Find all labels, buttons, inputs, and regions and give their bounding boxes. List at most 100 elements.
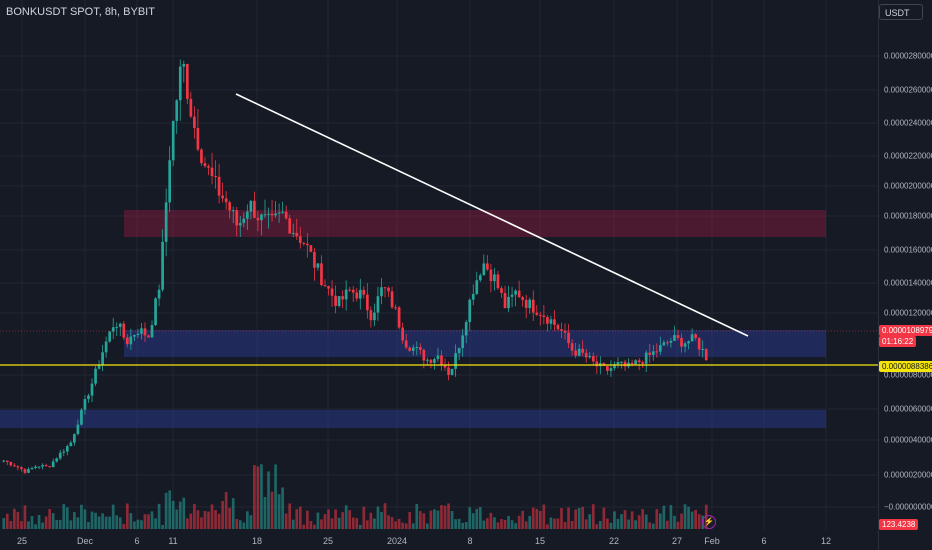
candle-body	[553, 319, 556, 325]
volume-bar	[253, 465, 256, 529]
volume-bar	[496, 522, 500, 529]
volume-bar	[231, 498, 235, 529]
volume-bar	[415, 504, 419, 529]
volume-bar	[524, 521, 528, 529]
candle-body	[23, 469, 27, 473]
volume-bar	[185, 518, 189, 529]
time-tick-label: 11	[168, 536, 178, 546]
candle-body	[634, 360, 637, 365]
volume-bar	[320, 519, 323, 529]
candle-body	[27, 469, 30, 473]
candle-body	[489, 269, 493, 282]
volume-bar	[355, 518, 359, 529]
time-tick-label: 2024	[386, 536, 408, 546]
volume-bar	[598, 521, 602, 529]
candle-body	[560, 329, 563, 331]
volume-bar	[651, 523, 655, 529]
candle-body	[461, 335, 465, 349]
candle-body	[613, 364, 616, 369]
volume-bar	[351, 517, 355, 529]
volume-bar	[48, 508, 51, 529]
volume-bar	[65, 507, 69, 529]
candle-body	[44, 465, 48, 467]
volume-bar	[274, 464, 277, 529]
volume-bar	[69, 520, 73, 529]
candle-body	[415, 346, 419, 348]
time-tick-label: 22	[608, 536, 620, 546]
candle-body	[500, 288, 503, 293]
support-zone[interactable]	[124, 330, 826, 357]
candle-body	[344, 289, 348, 300]
volume-bar	[178, 501, 182, 529]
candle-body	[51, 461, 55, 468]
volume-bar	[277, 494, 281, 529]
volume-bar	[58, 519, 62, 529]
price-tick-label: 0.0000120000	[884, 308, 932, 318]
volume-bar	[422, 513, 426, 529]
volume-bar	[193, 504, 196, 529]
candle-body	[175, 100, 179, 121]
candle-body	[521, 297, 525, 300]
price-tick-label: 0.0000140000	[884, 278, 932, 288]
volume-bar	[5, 513, 9, 529]
candle-body	[87, 395, 90, 400]
volume-bar	[443, 505, 447, 529]
volume-bar	[164, 492, 168, 529]
candle-body	[482, 263, 486, 276]
candle-body	[577, 348, 581, 356]
volume-bar	[16, 511, 20, 529]
volume-bar	[55, 519, 59, 529]
candle-body	[690, 334, 694, 342]
volume-bar	[133, 521, 136, 529]
volume-bar	[41, 522, 44, 529]
volume-bar	[373, 518, 376, 529]
volume-bar	[245, 511, 249, 529]
trendline[interactable]	[235, 93, 749, 337]
candle-body	[20, 467, 23, 470]
candle-body	[274, 213, 277, 216]
volume-bar	[380, 511, 383, 529]
candle-body	[542, 315, 546, 317]
candle-body	[623, 361, 627, 367]
volume-bar	[306, 510, 309, 529]
candle-body	[337, 296, 341, 306]
volume-bar	[256, 466, 260, 529]
time-tick-label: 6	[134, 536, 140, 546]
volume-bar	[659, 513, 662, 529]
candle-body	[111, 327, 115, 332]
volume-bar	[630, 511, 634, 529]
volume-bar	[136, 519, 140, 529]
volume-bar	[457, 518, 461, 529]
lower-zone[interactable]	[0, 410, 826, 428]
candle-body	[182, 63, 186, 67]
volume-bar	[673, 515, 676, 529]
volume-bar	[620, 514, 623, 529]
candle-body	[358, 289, 362, 299]
volume-bar	[623, 510, 627, 529]
candle-body	[118, 323, 122, 327]
candle-body	[30, 468, 34, 470]
chart-title: BONKUSDT SPOT, 8h, BYBIT	[6, 6, 155, 18]
candle-body	[676, 335, 680, 338]
volume-bar	[648, 522, 652, 529]
currency-button[interactable]: USDT	[879, 4, 923, 20]
volume-bar	[83, 509, 87, 529]
volume-bar	[535, 508, 539, 529]
volume-bar	[309, 520, 313, 529]
candle-body	[588, 356, 592, 358]
candle-body	[129, 336, 133, 345]
candle-body	[496, 274, 500, 289]
candle-body	[136, 333, 140, 335]
volume-bar	[616, 518, 620, 529]
lightning-event-icon[interactable]: ⚡	[702, 515, 716, 529]
volume-bar	[189, 513, 193, 529]
candle-body	[245, 211, 249, 219]
volume-bar	[263, 497, 267, 529]
volume-bar	[528, 515, 532, 529]
volume-bar	[637, 515, 641, 529]
candle-body	[549, 319, 553, 324]
candle-body	[570, 343, 574, 351]
volume-bar	[440, 505, 443, 529]
volume-bar	[613, 511, 616, 529]
